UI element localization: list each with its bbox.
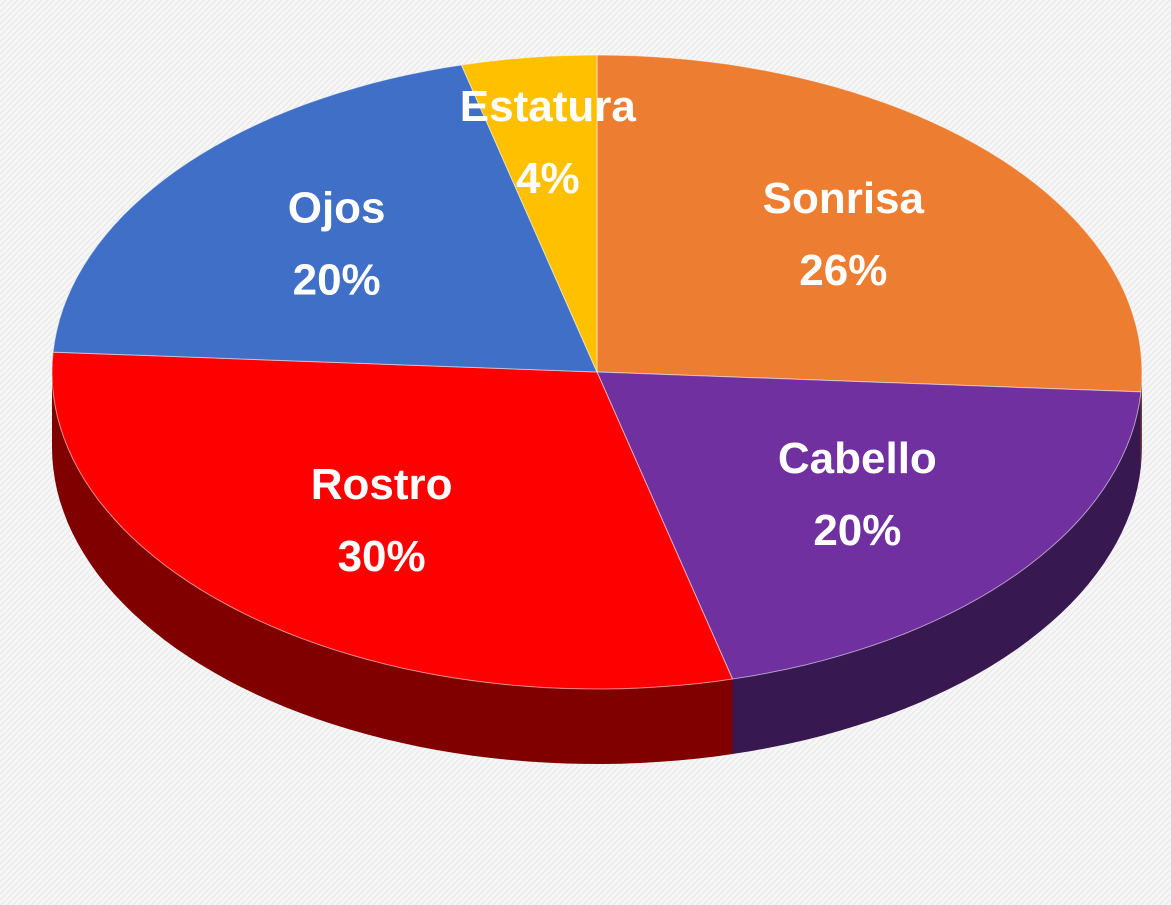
slice-value-label: 20% [813,506,901,555]
pie-slice [52,64,598,373]
pie-side [52,372,733,764]
pie-slice [596,54,1143,393]
pie-slice [460,54,598,373]
pie-tops [51,54,1143,690]
slice-value-label: 4% [516,154,580,203]
pie-labels: Sonrisa 26% Cabello 20% Rostro 30% Ojos 20% Esta… [288,82,937,581]
pie-slice [596,371,1142,680]
slice-label: Cabello [778,434,937,483]
slice-label: Ojos [288,183,386,232]
slice-value-label: 30% [338,532,426,581]
slice-label: Estatura [460,82,637,131]
pie-side [1140,372,1142,467]
pie-sides [52,372,1142,764]
slice-value-label: 26% [799,246,887,295]
pie-side [732,391,1141,754]
slice-value-label: 20% [293,255,381,304]
slice-label: Sonrisa [763,174,925,223]
slice-label: Rostro [311,460,453,509]
pie-slice [51,351,734,690]
